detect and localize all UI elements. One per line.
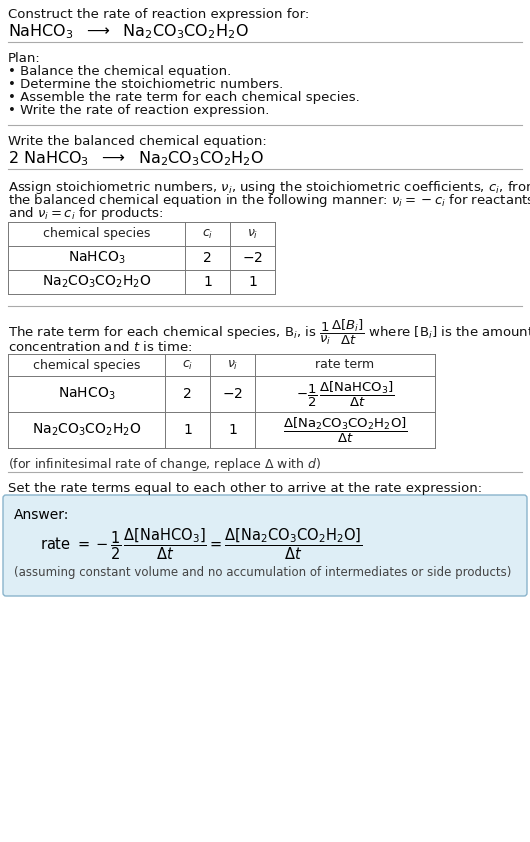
Text: chemical species: chemical species <box>43 227 150 241</box>
Text: $c_i$: $c_i$ <box>182 359 193 371</box>
Text: Construct the rate of reaction expression for:: Construct the rate of reaction expressio… <box>8 8 309 21</box>
Text: and $\nu_i = c_i$ for products:: and $\nu_i = c_i$ for products: <box>8 205 164 222</box>
Text: $\dfrac{\Delta[\mathrm{Na_2CO_3CO_2H_2O}]}{\Delta t}$: $\dfrac{\Delta[\mathrm{Na_2CO_3CO_2H_2O}… <box>282 415 408 445</box>
Text: rate $= -\dfrac{1}{2}\,\dfrac{\Delta[\mathrm{NaHCO_3}]}{\Delta t} = \dfrac{\Delt: rate $= -\dfrac{1}{2}\,\dfrac{\Delta[\ma… <box>40 526 363 562</box>
Text: • Write the rate of reaction expression.: • Write the rate of reaction expression. <box>8 104 269 117</box>
Text: $\nu_i$: $\nu_i$ <box>247 227 258 241</box>
Text: NaHCO$_3$: NaHCO$_3$ <box>68 250 125 266</box>
Text: Na$_2$CO$_3$CO$_2$H$_2$O: Na$_2$CO$_3$CO$_2$H$_2$O <box>42 274 151 290</box>
Text: 1: 1 <box>203 275 212 289</box>
Text: $-\dfrac{1}{2}\,\dfrac{\Delta[\mathrm{NaHCO_3}]}{\Delta t}$: $-\dfrac{1}{2}\,\dfrac{\Delta[\mathrm{Na… <box>296 380 394 408</box>
Text: • Balance the chemical equation.: • Balance the chemical equation. <box>8 65 231 78</box>
Text: concentration and $t$ is time:: concentration and $t$ is time: <box>8 340 192 354</box>
Text: Set the rate terms equal to each other to arrive at the rate expression:: Set the rate terms equal to each other t… <box>8 482 482 495</box>
Text: Plan:: Plan: <box>8 52 41 65</box>
Text: 2 NaHCO$_3$  $\longrightarrow$  Na$_2$CO$_3$CO$_2$H$_2$O: 2 NaHCO$_3$ $\longrightarrow$ Na$_2$CO$_… <box>8 149 264 168</box>
Text: 1: 1 <box>183 423 192 437</box>
Text: 2: 2 <box>183 387 192 401</box>
Text: • Determine the stoichiometric numbers.: • Determine the stoichiometric numbers. <box>8 78 283 91</box>
Text: the balanced chemical equation in the following manner: $\nu_i = -c_i$ for react: the balanced chemical equation in the fo… <box>8 192 530 209</box>
Text: $c_i$: $c_i$ <box>202 227 213 241</box>
Text: The rate term for each chemical species, B$_i$, is $\dfrac{1}{\nu_i}\dfrac{\Delt: The rate term for each chemical species,… <box>8 318 530 347</box>
Text: 1: 1 <box>228 423 237 437</box>
FancyBboxPatch shape <box>3 495 527 596</box>
Text: chemical species: chemical species <box>33 359 140 371</box>
Text: rate term: rate term <box>315 359 375 371</box>
Text: 2: 2 <box>203 251 212 265</box>
Text: NaHCO$_3$  $\longrightarrow$  Na$_2$CO$_3$CO$_2$H$_2$O: NaHCO$_3$ $\longrightarrow$ Na$_2$CO$_3$… <box>8 22 249 40</box>
Text: $-2$: $-2$ <box>242 251 263 265</box>
Text: Answer:: Answer: <box>14 508 69 522</box>
Text: $-2$: $-2$ <box>222 387 243 401</box>
Text: (for infinitesimal rate of change, replace $\Delta$ with $d$): (for infinitesimal rate of change, repla… <box>8 456 321 473</box>
Text: • Assemble the rate term for each chemical species.: • Assemble the rate term for each chemic… <box>8 91 360 104</box>
Text: Assign stoichiometric numbers, $\nu_i$, using the stoichiometric coefficients, $: Assign stoichiometric numbers, $\nu_i$, … <box>8 179 530 196</box>
Text: 1: 1 <box>248 275 257 289</box>
Text: Write the balanced chemical equation:: Write the balanced chemical equation: <box>8 135 267 148</box>
Text: (assuming constant volume and no accumulation of intermediates or side products): (assuming constant volume and no accumul… <box>14 566 511 579</box>
Text: Na$_2$CO$_3$CO$_2$H$_2$O: Na$_2$CO$_3$CO$_2$H$_2$O <box>32 422 142 438</box>
Text: NaHCO$_3$: NaHCO$_3$ <box>58 386 115 402</box>
Text: $\nu_i$: $\nu_i$ <box>227 359 238 371</box>
